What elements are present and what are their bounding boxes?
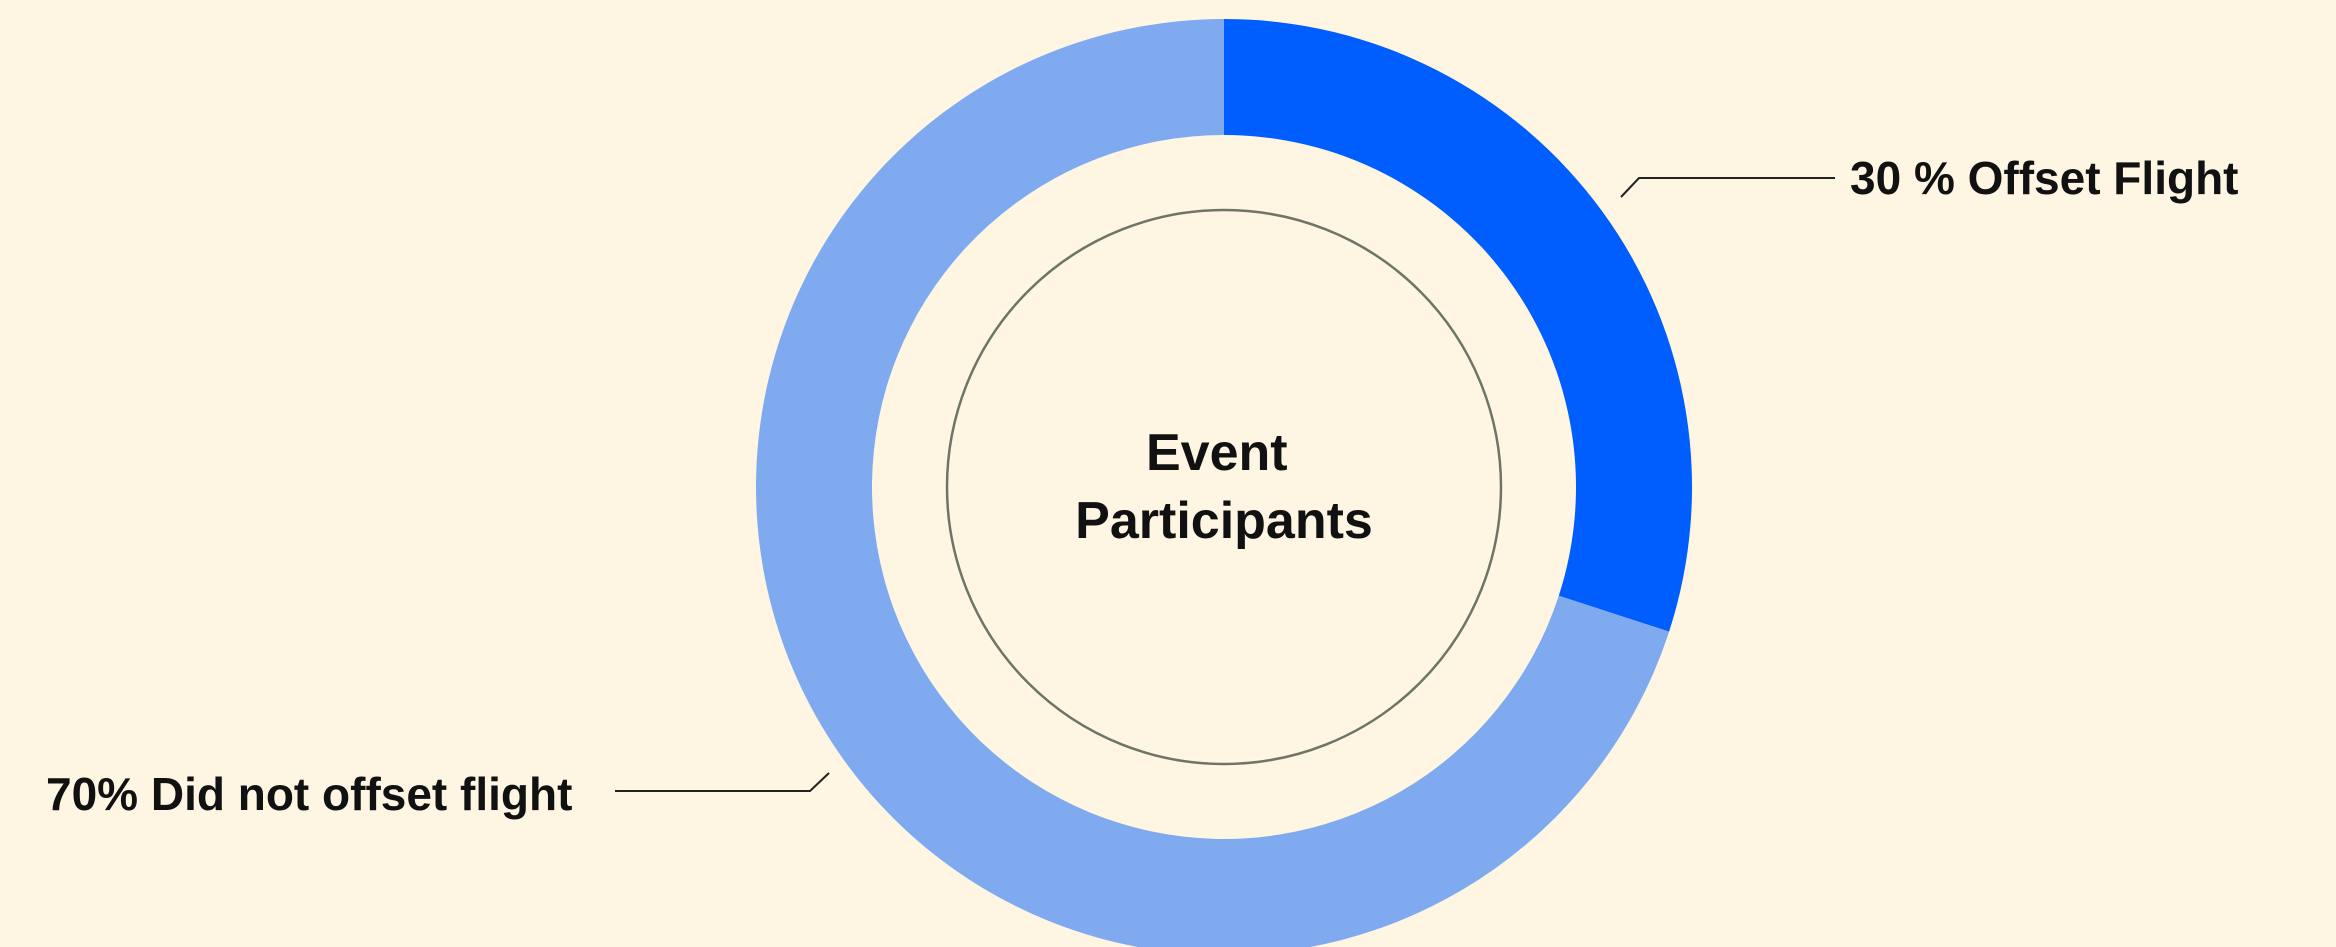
center-title-line-2: Participants: [1075, 492, 1373, 550]
slices-layer: [755, 19, 1693, 947]
slice-label-offset: 30 % Offset Flight: [1850, 152, 2238, 204]
center-title-line-1: Event: [1146, 424, 1288, 482]
inner-ring-outline: [945, 208, 1503, 766]
center-title: Event Participants: [1075, 424, 1373, 550]
donut-slice-1: [1224, 19, 1693, 632]
slice-label-not-offset: 70% Did not offset flight: [46, 768, 572, 820]
slice-label-leader-offset: [1620, 177, 1835, 198]
slice-label-leader-not-offset: [615, 772, 830, 792]
